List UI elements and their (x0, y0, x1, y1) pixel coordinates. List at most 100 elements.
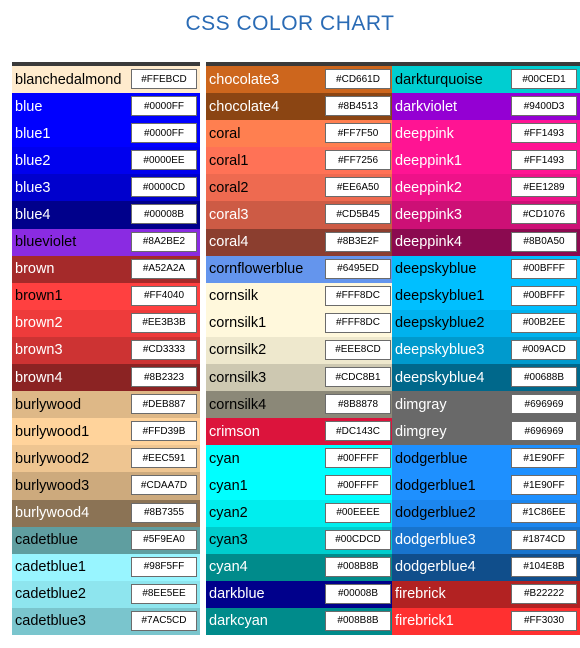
color-name: cyan2 (209, 505, 248, 522)
color-row: coral2 #EE6A50 (206, 174, 394, 202)
color-name: deeppink4 (395, 234, 462, 251)
color-name: cadetblue1 (15, 559, 86, 576)
color-row: cyan1 #00FFFF (206, 472, 394, 500)
color-row: cornsilk2 #EEE8CD (206, 336, 394, 365)
hex-code: #104E8B (511, 556, 577, 577)
hex-code: #98F5FF (131, 556, 197, 577)
color-row: blue1 #0000FF (12, 120, 200, 148)
hex-code: #009ACD (511, 339, 577, 360)
hex-code: #CD3333 (131, 339, 197, 360)
color-row: deepskyblue3 #009ACD (392, 336, 580, 365)
color-row: burlywood3 #CDAA7D (12, 472, 200, 500)
hex-code: #00CDCD (325, 529, 391, 550)
hex-code: #8B0A50 (511, 231, 577, 252)
color-row: brown2 #EE3B3B (12, 309, 200, 337)
color-row: cadetblue #5F9EA0 (12, 526, 200, 554)
color-row: burlywood1 #FFD39B (12, 418, 200, 446)
color-name: dodgerblue (395, 450, 468, 467)
hex-code: #EE1289 (511, 177, 577, 198)
color-name: coral2 (209, 179, 249, 196)
color-row: blanchedalmond #FFEBCD (12, 66, 200, 94)
color-row: dodgerblue1 #1E90FF (392, 472, 580, 500)
color-column-1: blanchedalmond #FFEBCD blue #0000FF blue1 #00… (12, 62, 200, 635)
color-row: cornsilk3 #CDC8B1 (206, 364, 394, 392)
color-row: crimson #DC143C (206, 418, 394, 446)
color-row: coral3 #CD5B45 (206, 201, 394, 229)
color-row: coral4 #8B3E2F (206, 228, 394, 256)
color-name: coral4 (209, 234, 249, 251)
color-row: darkblue #00008B (206, 580, 394, 608)
hex-code: #9400D3 (511, 96, 577, 117)
color-name: deeppink1 (395, 152, 462, 169)
hex-code: #008B8B (325, 556, 391, 577)
color-row: dodgerblue3 #1874CD (392, 526, 580, 554)
color-name: firebrick1 (395, 613, 454, 630)
color-name: deepskyblue3 (395, 342, 485, 359)
color-name: cornsilk2 (209, 342, 267, 359)
hex-code: #00BFFF (511, 258, 577, 279)
color-row: firebrick #B22222 (392, 580, 580, 608)
hex-code: #FF3030 (511, 610, 577, 631)
color-name: blue3 (15, 179, 51, 196)
hex-code: #696969 (511, 394, 577, 415)
color-name: burlywood3 (15, 477, 90, 494)
color-row: cadetblue2 #8EE5EE (12, 580, 200, 608)
color-name: burlywood (15, 396, 82, 413)
hex-code: #00FFFF (325, 448, 391, 469)
hex-code: #00008B (325, 583, 391, 604)
color-name: blue4 (15, 207, 51, 224)
color-row: deeppink #FF1493 (392, 120, 580, 148)
color-name: cadetblue (15, 532, 78, 549)
color-name: brown4 (15, 369, 63, 386)
color-row: dodgerblue #1E90FF (392, 445, 580, 473)
hex-code: #00688B (511, 367, 577, 388)
color-name: coral (209, 125, 241, 142)
color-row: blue2 #0000EE (12, 147, 200, 175)
color-name: blanchedalmond (15, 71, 122, 88)
color-name: burlywood2 (15, 450, 90, 467)
hex-code: #00008B (131, 204, 197, 225)
color-row: darkcyan #008B8B (206, 607, 394, 635)
color-row: blue3 #0000CD (12, 174, 200, 202)
color-name: cornsilk3 (209, 369, 267, 386)
hex-code: #1874CD (511, 529, 577, 550)
color-row: cadetblue1 #98F5FF (12, 553, 200, 581)
hex-code: #00BFFF (511, 285, 577, 306)
hex-code: #5F9EA0 (131, 529, 197, 550)
hex-code: #FF1493 (511, 150, 577, 171)
color-row: cornsilk #FFF8DC (206, 282, 394, 310)
hex-code: #8B3E2F (325, 231, 391, 252)
page-title: CSS COLOR CHART (185, 12, 395, 35)
color-name: blueviolet (15, 234, 77, 251)
hex-code: #CDC8B1 (325, 367, 391, 388)
color-row: cornsilk1 #FFF8DC (206, 309, 394, 337)
color-row: dodgerblue4 #104E8B (392, 553, 580, 581)
hex-code: #00B2EE (511, 312, 577, 333)
color-row: blue #0000FF (12, 93, 200, 121)
color-name: cornsilk (209, 288, 259, 305)
color-name: blue (15, 98, 43, 115)
color-name: cadetblue2 (15, 586, 86, 603)
hex-code: #CD661D (325, 69, 391, 89)
color-name: darkviolet (395, 98, 458, 115)
color-row: chocolate4 #8B4513 (206, 93, 394, 121)
color-name: darkcyan (209, 613, 268, 630)
color-name: deeppink2 (395, 179, 462, 196)
color-row: coral #FF7F50 (206, 120, 394, 148)
hex-code: #696969 (511, 421, 577, 442)
color-row: deepskyblue2 #00B2EE (392, 309, 580, 337)
hex-code: #8B4513 (325, 96, 391, 117)
hex-code: #FF4040 (131, 285, 197, 306)
hex-code: #1C86EE (511, 502, 577, 523)
color-name: deeppink (395, 125, 454, 142)
hex-code: #0000EE (131, 150, 197, 171)
hex-code: #B22222 (511, 583, 577, 604)
hex-code: #7AC5CD (131, 610, 197, 631)
color-name: cadetblue3 (15, 613, 86, 630)
color-row: darkturquoise #00CED1 (392, 66, 580, 94)
color-row: brown1 #FF4040 (12, 282, 200, 310)
color-row: burlywood #DEB887 (12, 391, 200, 419)
hex-code: #FFF8DC (325, 285, 391, 306)
hex-code: #CD5B45 (325, 204, 391, 225)
color-name: deepskyblue2 (395, 315, 485, 332)
